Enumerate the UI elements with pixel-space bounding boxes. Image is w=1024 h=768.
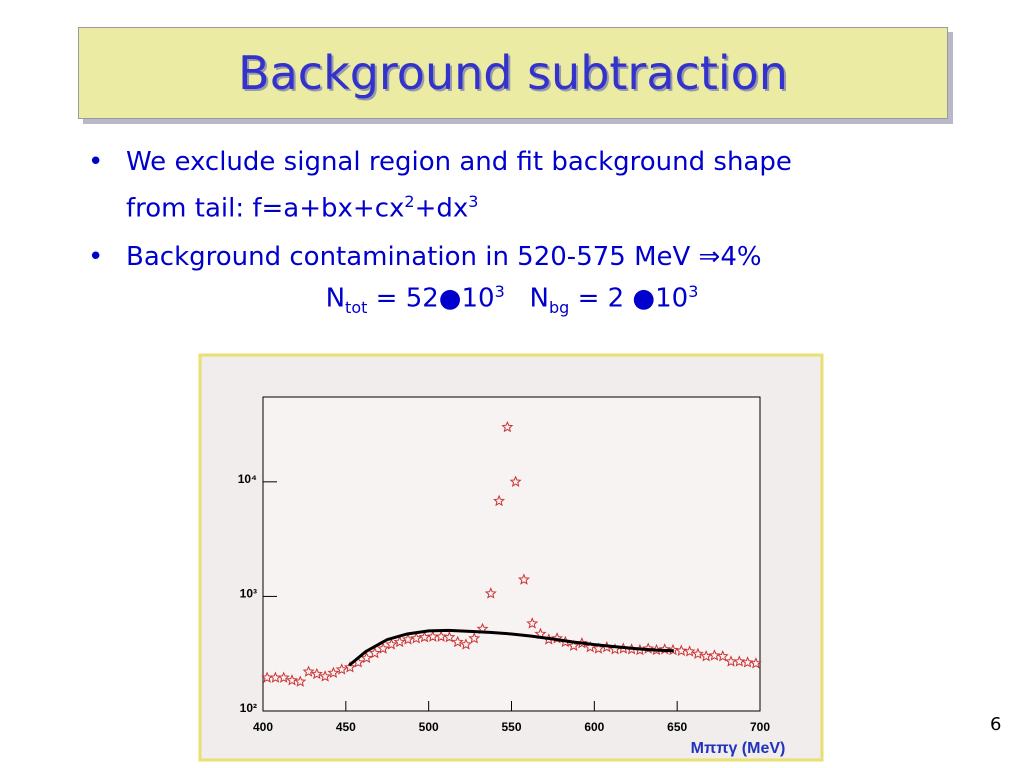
data-point [493,494,506,507]
data-point [683,645,696,657]
data-point [410,632,423,644]
subscript: tot [345,297,368,317]
data-point [319,670,332,682]
data-point [675,644,688,656]
title: Background subtraction [238,46,788,100]
x-axis-label: Mππγ (MeV) [691,740,786,757]
x-tick-label: 650 [667,720,687,734]
data-point [360,651,373,664]
subscript: bg [549,297,570,317]
text: N [325,283,346,314]
x-tick-label: 600 [584,720,604,734]
data-point [285,674,298,686]
data-point [733,655,746,667]
title-box: Background subtraction [78,27,948,119]
data-point [708,649,721,661]
page-number: 6 [990,714,1002,735]
superscript: 3 [688,282,699,301]
data-point [310,667,323,680]
text: = 52●10 [367,283,495,314]
superscript: 3 [468,192,479,211]
data-point [567,639,580,651]
data-point [327,666,340,679]
text: = 2 ●10 [569,283,689,314]
data-point [401,633,414,645]
data-point [443,630,456,643]
y-tick-label: 10³ [240,587,257,601]
data-point [691,647,704,659]
y-tick-label: 10⁴ [238,472,257,486]
data-point [667,643,680,656]
x-tick-label: 550 [501,720,521,734]
text: +dx [414,193,469,224]
data-point [592,642,605,654]
data-point [741,656,754,668]
data-point [501,420,514,433]
bullet: We exclude signal region and fit backgro… [88,142,792,229]
bullet-list: We exclude signal region and fit backgro… [88,142,792,285]
data-point [484,587,497,599]
y-tick-label: 10² [240,701,257,715]
data-point [377,642,390,654]
plot-area [262,396,761,712]
data-point [468,632,481,644]
data-point [435,630,448,642]
data-point [459,638,472,650]
text: Background contamination in 520-575 MeV … [126,241,762,272]
data-point [294,675,307,687]
equation: Ntot = 52●103 Nbg = 2 ●103 [0,282,1024,317]
data-point [716,649,729,662]
data-point [335,663,348,675]
data-point [509,475,522,487]
fit-curve [348,628,674,667]
superscript: 2 [404,192,415,211]
text: We exclude signal region and fit backgro… [126,147,792,177]
data-point [277,671,290,683]
data-point [749,657,762,669]
data-point [393,635,406,648]
data-point [517,573,530,585]
data-point [343,661,356,673]
data-point [368,646,381,659]
x-tick-label: 400 [253,720,273,734]
text: N [529,283,549,314]
data-point [302,665,315,677]
bullet: Background contamination in 520-575 MeV … [88,237,792,277]
x-tick-label: 500 [419,720,439,734]
data-point [526,617,539,629]
x-tick-label: 450 [336,720,356,734]
superscript: 3 [494,282,505,301]
data-point [451,635,464,648]
text: from tail: f=a+bx+cx [126,193,405,224]
x-tick-label: 700 [750,720,770,734]
data-point [385,638,398,650]
